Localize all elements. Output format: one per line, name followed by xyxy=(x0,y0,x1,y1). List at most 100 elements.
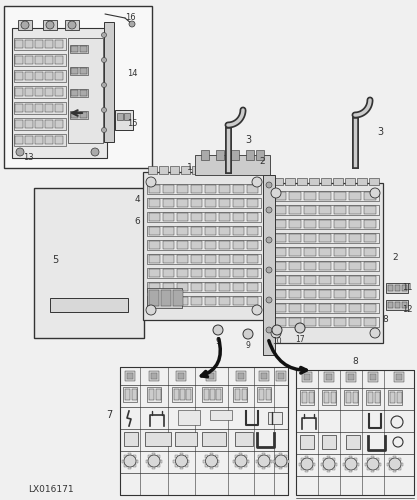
Bar xyxy=(397,392,402,403)
Bar xyxy=(12,28,107,158)
Bar xyxy=(239,453,243,456)
Circle shape xyxy=(275,455,287,467)
Bar xyxy=(149,227,160,235)
Bar xyxy=(349,304,361,312)
Bar xyxy=(177,269,188,277)
Bar xyxy=(55,72,63,80)
Bar xyxy=(289,276,301,284)
Circle shape xyxy=(101,108,106,112)
Bar xyxy=(372,469,374,472)
Bar xyxy=(231,150,239,160)
Bar xyxy=(274,206,286,214)
Bar xyxy=(364,304,376,312)
Text: 13: 13 xyxy=(23,154,33,162)
Circle shape xyxy=(101,82,106,87)
Bar xyxy=(45,88,53,96)
Bar xyxy=(247,185,258,193)
Circle shape xyxy=(258,455,270,467)
Bar xyxy=(205,269,216,277)
Bar xyxy=(35,40,43,48)
Bar xyxy=(55,104,63,112)
Bar xyxy=(272,317,379,327)
Bar xyxy=(55,136,63,144)
Circle shape xyxy=(101,58,106,62)
Bar xyxy=(398,458,401,461)
Bar xyxy=(159,460,162,462)
Bar xyxy=(147,212,261,222)
Bar xyxy=(149,255,160,263)
Bar xyxy=(390,392,395,403)
Bar xyxy=(289,192,301,200)
Bar xyxy=(132,389,137,400)
Bar xyxy=(151,373,157,379)
Bar xyxy=(219,269,230,277)
Bar xyxy=(247,213,258,221)
Bar xyxy=(395,285,400,291)
Bar xyxy=(149,213,160,221)
Text: 17: 17 xyxy=(295,336,305,344)
Bar xyxy=(310,458,313,461)
Bar xyxy=(205,227,216,235)
Circle shape xyxy=(323,458,335,470)
Bar xyxy=(163,213,174,221)
Bar xyxy=(205,185,216,193)
Bar xyxy=(327,456,331,459)
Bar xyxy=(304,318,316,326)
Bar xyxy=(186,389,191,400)
Bar xyxy=(149,389,154,400)
Text: 6: 6 xyxy=(134,218,140,226)
Bar xyxy=(262,466,266,469)
Bar xyxy=(349,248,361,256)
Bar xyxy=(163,241,174,249)
Bar xyxy=(163,269,174,277)
Bar xyxy=(274,290,286,298)
Bar xyxy=(349,276,361,284)
Bar xyxy=(15,72,23,80)
Bar xyxy=(319,234,331,242)
Bar xyxy=(368,392,373,403)
Bar xyxy=(286,460,289,462)
Circle shape xyxy=(243,329,253,339)
Bar xyxy=(191,283,202,291)
Bar xyxy=(215,464,218,467)
Bar xyxy=(68,38,103,143)
Bar xyxy=(71,90,78,96)
Circle shape xyxy=(252,305,262,315)
Bar xyxy=(334,192,346,200)
Bar xyxy=(388,390,402,405)
Bar xyxy=(364,234,376,242)
Bar xyxy=(394,469,397,472)
Bar xyxy=(177,255,188,263)
Bar xyxy=(299,462,302,466)
Bar xyxy=(233,241,244,249)
Bar xyxy=(173,290,183,306)
Bar xyxy=(388,285,393,291)
Circle shape xyxy=(213,325,223,335)
Circle shape xyxy=(206,455,218,467)
Bar xyxy=(262,453,266,456)
Bar xyxy=(272,289,379,299)
Bar xyxy=(346,392,351,403)
Bar xyxy=(50,298,128,312)
Bar xyxy=(238,373,244,379)
Bar xyxy=(149,283,160,291)
Bar xyxy=(274,276,286,284)
Circle shape xyxy=(266,297,272,303)
Bar xyxy=(205,199,216,207)
Bar xyxy=(367,467,370,470)
Bar xyxy=(304,206,316,214)
Bar xyxy=(216,389,221,400)
Bar xyxy=(364,318,376,326)
Bar xyxy=(123,387,137,402)
Bar xyxy=(177,227,188,235)
Bar xyxy=(394,456,397,459)
Bar xyxy=(258,455,261,458)
Bar xyxy=(191,255,202,263)
Bar xyxy=(268,183,383,343)
Bar xyxy=(181,166,190,174)
Bar xyxy=(246,460,249,462)
Bar xyxy=(149,290,159,306)
Bar xyxy=(274,318,286,326)
Bar xyxy=(279,466,282,469)
Circle shape xyxy=(16,148,24,156)
